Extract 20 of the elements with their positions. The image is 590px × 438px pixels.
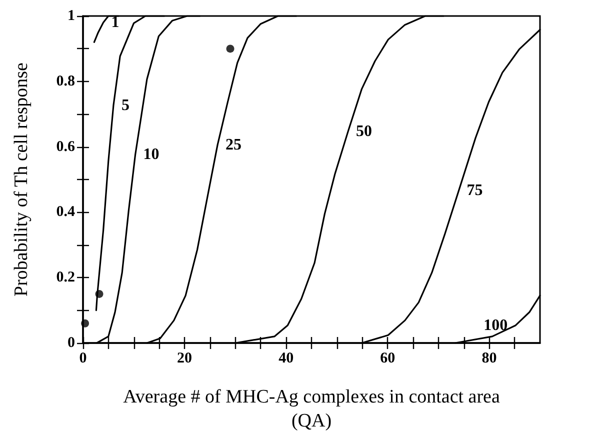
series-label: 1 (111, 14, 120, 32)
x-tick-label: 20 (177, 350, 192, 366)
y-tick-label: 0.4 (56, 204, 76, 220)
y-tick-label: 0.8 (56, 73, 75, 90)
x-tick-label: 80 (482, 350, 497, 366)
series-label: 50 (356, 122, 372, 140)
y-tick-label: 0.6 (56, 138, 76, 155)
series-label: 10 (143, 146, 160, 164)
series-label: 5 (121, 96, 130, 114)
x-tick-label: 60 (380, 350, 396, 366)
y-tick-label: 1 (68, 8, 75, 24)
series-label: 25 (226, 136, 242, 154)
series-label: 75 (466, 182, 483, 200)
x-axis-title: Average # of MHC-Ag complexes in contact area (QA) (123, 386, 500, 432)
series-label: 100 (484, 316, 508, 334)
y-tick-label: 0.2 (56, 270, 75, 286)
y-tick-label: 0 (68, 335, 75, 351)
x-tick-label: 0 (79, 350, 87, 366)
x-tick-label: 40 (278, 350, 294, 366)
y-axis-title: Probability of Th cell response (11, 62, 32, 296)
